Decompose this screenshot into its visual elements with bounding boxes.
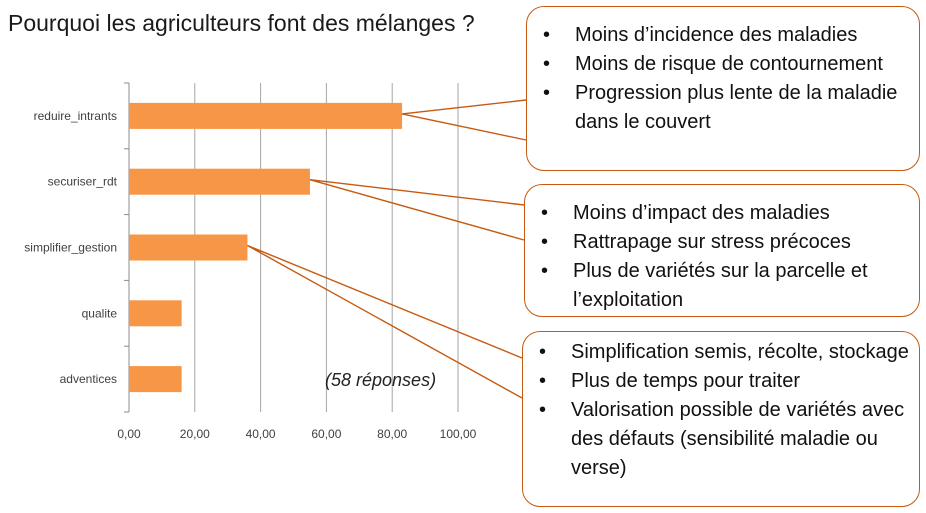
x-tick-label: 0,00 — [117, 427, 141, 441]
category-label: qualite — [82, 306, 118, 320]
x-tick-label: 100,00 — [440, 427, 477, 441]
callout-connector — [309, 179, 525, 241]
callout-item: Plus de variétés sur la parcelle et l’ex… — [525, 257, 919, 315]
callout-item: Moins de risque de contournement — [527, 50, 919, 79]
bar-adventices — [129, 366, 182, 393]
x-tick-label: 40,00 — [246, 427, 276, 441]
category-label: securiser_rdt — [48, 175, 118, 189]
callout-item: Rattrapage sur stress précoces — [525, 228, 919, 257]
bar-qualite — [129, 300, 182, 327]
chart-title: Pourquoi les agriculteurs font des mélan… — [8, 10, 475, 36]
x-tick-label: 20,00 — [180, 427, 210, 441]
x-tick-label: 80,00 — [377, 427, 407, 441]
callout-item: Moins d’incidence des maladies — [527, 21, 919, 50]
callout-item: Progression plus lente de la maladie dan… — [527, 79, 919, 137]
callout-item: Simplification semis, récolte, stockage — [523, 338, 919, 367]
category-label: adventices — [60, 372, 117, 386]
x-tick-label: 60,00 — [311, 427, 341, 441]
callout-item: Valorisation possible de variétés avec d… — [523, 396, 919, 483]
callout-item: Moins d’impact des maladies — [525, 199, 919, 228]
callout-box-simplifier-gestion: Simplification semis, récolte, stockage … — [522, 331, 920, 507]
callout-item: Plus de temps pour traiter — [523, 367, 919, 396]
callout-connector — [401, 99, 527, 141]
bar-securiser-rdt — [129, 168, 310, 195]
callout-connector — [247, 244, 523, 399]
category-label: reduire_intrants — [34, 109, 117, 123]
category-label: simplifier_gestion — [24, 241, 117, 255]
bar-simplifier-gestion — [129, 234, 248, 261]
bar-reduire-intrants — [129, 102, 403, 129]
callout-box-reduire-intrants: Moins d’incidence des maladies Moins de … — [526, 6, 920, 171]
callout-box-securiser-rdt: Moins d’impact des maladies Rattrapage s… — [524, 184, 920, 317]
response-count-note: (58 réponses) — [325, 370, 437, 390]
